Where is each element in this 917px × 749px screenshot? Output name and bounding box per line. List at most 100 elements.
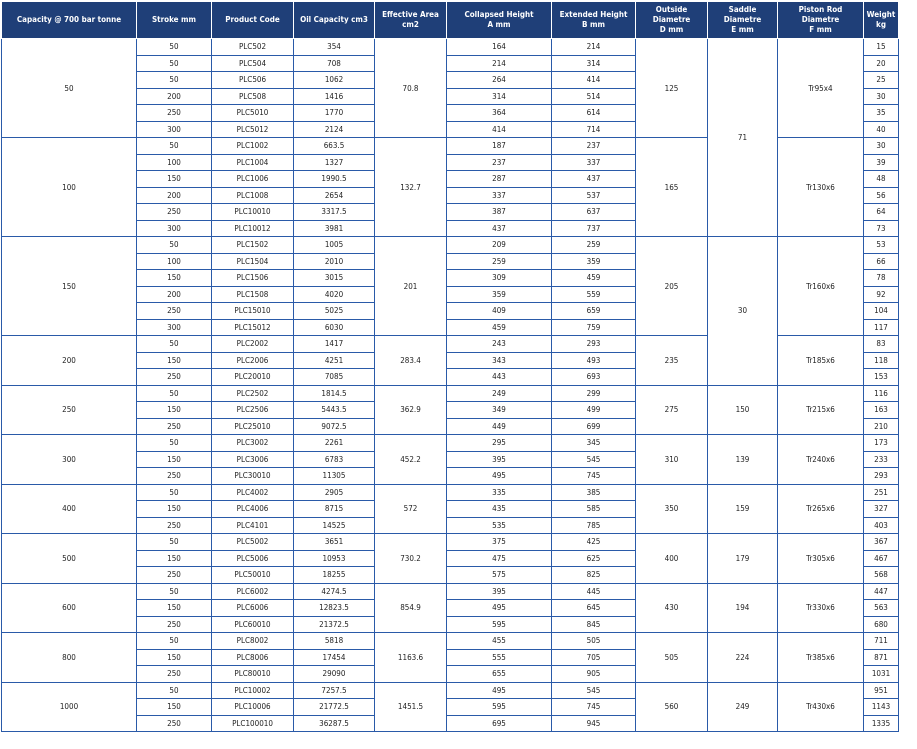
product-code-cell: PLC15010	[211, 302, 294, 320]
collapsed-height-cell: 314	[446, 87, 552, 105]
product-code-cell: PLC6002	[211, 582, 294, 600]
oil-capacity-cell: 4020	[293, 285, 375, 303]
extended-height-cell: 345	[551, 434, 636, 452]
saddle-diametre-cell: 71	[707, 38, 778, 237]
product-code-cell: PLC5002	[211, 533, 294, 551]
outside-diametre-cell: 275	[635, 384, 708, 435]
header-text: E mm	[731, 25, 754, 34]
table-row: 150 PLC1006 1990.5 287 437 48	[2, 170, 899, 188]
piston-rod-cell: Tr160x6	[777, 236, 864, 336]
oil-capacity-cell: 2654	[293, 186, 375, 204]
product-code-cell: PLC25010	[211, 417, 294, 435]
area-cell: 201	[374, 236, 447, 336]
column-header: Oil Capacity cm3	[293, 1, 375, 39]
stroke-cell: 300	[136, 318, 212, 336]
collapsed-height-cell: 535	[446, 516, 552, 534]
table-row: 200 PLC1508 4020 359 559 92	[2, 285, 899, 303]
oil-capacity-cell: 1327	[293, 153, 375, 171]
table-row: 250 PLC15010 5025 409 659 104	[2, 302, 899, 320]
product-code-cell: PLC506	[211, 71, 294, 89]
weight-cell: 1335	[863, 714, 899, 732]
oil-capacity-cell: 7085	[293, 368, 375, 386]
oil-capacity-cell: 6030	[293, 318, 375, 336]
collapsed-height-cell: 343	[446, 351, 552, 369]
oil-capacity-cell: 1005	[293, 236, 375, 254]
weight-cell: 30	[863, 137, 899, 155]
stroke-cell: 50	[136, 681, 212, 699]
product-code-cell: PLC30010	[211, 467, 294, 485]
extended-height-cell: 745	[551, 467, 636, 485]
weight-cell: 251	[863, 483, 899, 501]
column-header: Collapsed Height A mm	[446, 1, 552, 39]
collapsed-height-cell: 375	[446, 533, 552, 551]
weight-cell: 104	[863, 302, 899, 320]
collapsed-height-cell: 243	[446, 335, 552, 353]
extended-height-cell: 705	[551, 648, 636, 666]
stroke-cell: 250	[136, 665, 212, 683]
oil-capacity-cell: 3651	[293, 533, 375, 551]
piston-rod-cell: Tr265x6	[777, 483, 864, 534]
weight-cell: 39	[863, 153, 899, 171]
product-code-cell: PLC2502	[211, 384, 294, 402]
table-row: 100 50 PLC1002 663.5 132.7 187 237 165 Tr130x6 30	[1, 137, 899, 237]
header-row: Capacity @ 700 bar tonne Stroke mm Product…	[1, 1, 899, 39]
product-code-cell: PLC10010	[211, 203, 294, 221]
extended-height-cell: 514	[551, 87, 636, 105]
product-code-cell: PLC3002	[211, 434, 294, 452]
stroke-cell: 150	[136, 648, 212, 666]
extended-height-cell: 545	[551, 681, 636, 699]
piston-rod-cell: Tr240x6	[777, 434, 864, 485]
saddle-diametre-cell: 30	[707, 236, 778, 386]
oil-capacity-cell: 663.5	[293, 137, 375, 155]
extended-height-cell: 693	[551, 368, 636, 386]
product-code-cell: PLC5006	[211, 549, 294, 567]
weight-cell: 327	[863, 500, 899, 518]
piston-rod-cell: Tr385x6	[777, 632, 864, 683]
collapsed-height-cell: 287	[446, 170, 552, 188]
collapsed-height-cell: 359	[446, 285, 552, 303]
product-code-cell: PLC10006	[211, 698, 294, 716]
oil-capacity-cell: 2124	[293, 120, 375, 138]
weight-cell: 53	[863, 236, 899, 254]
weight-cell: 35	[863, 104, 899, 122]
collapsed-height-cell: 337	[446, 186, 552, 204]
piston-rod-cell: Tr305x6	[777, 533, 864, 584]
weight-cell: 73	[863, 219, 899, 237]
stroke-cell: 250	[136, 467, 212, 485]
saddle-diametre-cell: 139	[707, 434, 778, 485]
collapsed-height-cell: 595	[446, 698, 552, 716]
area-cell: 452.2	[374, 434, 447, 485]
extended-height-cell: 499	[551, 401, 636, 419]
oil-capacity-cell: 1770	[293, 104, 375, 122]
oil-capacity-cell: 1990.5	[293, 170, 375, 188]
table-row: 300 PLC10012 3981 437 737 73	[2, 219, 899, 237]
stroke-cell: 150	[136, 269, 212, 287]
extended-height-cell: 314	[551, 54, 636, 72]
weight-cell: 64	[863, 203, 899, 221]
capacity-cell: 300	[1, 434, 137, 485]
column-header: Capacity @ 700 bar tonne	[1, 1, 137, 39]
collapsed-height-cell: 443	[446, 368, 552, 386]
stroke-cell: 250	[136, 566, 212, 584]
area-cell: 70.8	[374, 38, 447, 138]
extended-height-cell: 493	[551, 351, 636, 369]
outside-diametre-cell: 560	[635, 681, 708, 732]
extended-height-cell: 459	[551, 269, 636, 287]
stroke-cell: 200	[136, 285, 212, 303]
weight-cell: 680	[863, 615, 899, 633]
extended-height-cell: 385	[551, 483, 636, 501]
capacity-cell: 600	[1, 582, 137, 633]
extended-height-cell: 559	[551, 285, 636, 303]
area-cell: 730.2	[374, 533, 447, 584]
saddle-diametre-cell: 150	[707, 384, 778, 435]
extended-height-cell: 614	[551, 104, 636, 122]
capacity-cell: 250	[1, 384, 137, 435]
outside-diametre-cell: 430	[635, 582, 708, 633]
oil-capacity-cell: 2905	[293, 483, 375, 501]
area-cell: 362.9	[374, 384, 447, 435]
table-row: 250 PLC10010 3317.5 387 637 64	[2, 203, 899, 221]
product-code-cell: PLC60010	[211, 615, 294, 633]
stroke-cell: 150	[136, 500, 212, 518]
header-text: Effective Area cm2	[382, 10, 439, 29]
